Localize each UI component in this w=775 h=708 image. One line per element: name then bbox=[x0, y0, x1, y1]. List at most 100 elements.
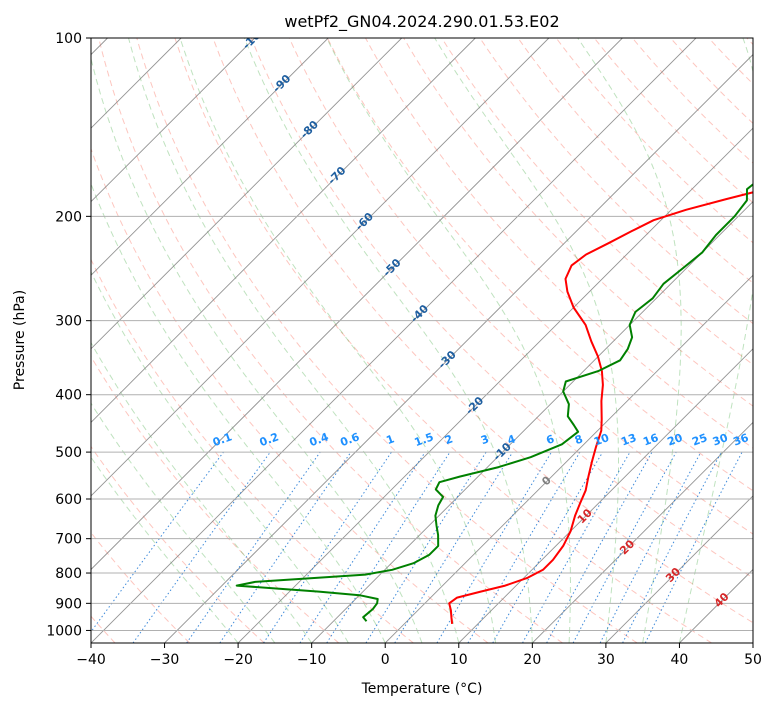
mixing-ratio-label: 0.1 bbox=[211, 430, 234, 449]
dry-adiabat bbox=[91, 147, 489, 643]
mixing-ratio-line bbox=[91, 451, 224, 633]
x-tick-label: 30 bbox=[597, 652, 615, 668]
mixing-ratio-line bbox=[365, 451, 487, 643]
x-tick-label: −40 bbox=[76, 652, 106, 668]
y-tick-label: 400 bbox=[55, 388, 82, 404]
mixing-ratio-label: 16 bbox=[641, 431, 660, 449]
isotherm-label: -80 bbox=[298, 118, 321, 141]
mixing-ratio-label: 0.6 bbox=[338, 430, 361, 449]
mixing-ratio-line bbox=[492, 451, 604, 643]
y-tick-label: 200 bbox=[55, 209, 82, 225]
isotherm-label: -70 bbox=[325, 164, 348, 187]
isotherm bbox=[91, 38, 550, 497]
mixing-ratio-line bbox=[467, 451, 581, 643]
dry-adiabat bbox=[98, 38, 563, 643]
mixing-ratio-label: 20 bbox=[666, 431, 685, 449]
reference-line-labels: -100-90-80-70-60-50-40-30-20-10010203040… bbox=[211, 38, 751, 610]
dry-adiabat bbox=[91, 531, 190, 643]
y-tick-label: 100 bbox=[55, 31, 82, 47]
chart-title: wetPf2_GN04.2024.290.01.53.E02 bbox=[284, 12, 559, 32]
dry-adiabat bbox=[136, 38, 638, 643]
moist-adiabat bbox=[91, 341, 313, 643]
mixing-ratio-label: 36 bbox=[731, 431, 750, 449]
x-tick-label: 10 bbox=[450, 652, 468, 668]
y-axis-ticks: 100 200 300 400 500 600 700 800 900 1000 bbox=[46, 31, 91, 639]
y-tick-label: 600 bbox=[55, 492, 82, 508]
profile-line bbox=[448, 191, 753, 625]
mixing-ratio-label: 13 bbox=[619, 431, 638, 448]
moist-adiabat bbox=[91, 456, 239, 643]
dry-adiabat bbox=[479, 38, 753, 325]
pressure-gridlines bbox=[91, 38, 753, 631]
mixing-ratio-line bbox=[132, 451, 271, 643]
mixing-ratio-label: 1 bbox=[384, 432, 396, 447]
moist-adiabat bbox=[91, 182, 386, 643]
dry-adiabat bbox=[91, 355, 340, 643]
dry-adiabat bbox=[403, 38, 753, 407]
isotherm-label: -90 bbox=[270, 72, 293, 95]
mixing-ratio-line bbox=[522, 451, 631, 643]
isotherm bbox=[605, 495, 753, 643]
dry-adiabat bbox=[632, 38, 753, 164]
dry-adiabat bbox=[670, 38, 753, 125]
x-tick-label: 50 bbox=[744, 652, 762, 668]
mixing-ratio-label: 3 bbox=[479, 432, 491, 447]
moist-adiabat bbox=[179, 38, 497, 643]
y-axis-title: Pressure (hPa) bbox=[12, 290, 28, 390]
plot-frame bbox=[90, 37, 754, 644]
moist-adiabat bbox=[91, 402, 276, 643]
dry-adiabat bbox=[91, 445, 265, 643]
mixing-ratio-line bbox=[644, 451, 743, 643]
moist-adiabat bbox=[577, 38, 682, 643]
x-tick-label: 40 bbox=[671, 652, 689, 668]
y-tick-label: 700 bbox=[55, 532, 82, 548]
mixing-ratio-line bbox=[394, 451, 514, 643]
y-tick-label: 1000 bbox=[46, 623, 82, 639]
isotherm-label: -40 bbox=[408, 302, 431, 325]
profile-line bbox=[235, 183, 753, 622]
mixing-ratio-line bbox=[326, 451, 451, 643]
moist-adiabat bbox=[243, 38, 533, 643]
dry-adiabat bbox=[212, 38, 753, 624]
moist-adiabat bbox=[434, 38, 619, 643]
mixing-ratio-line bbox=[219, 451, 352, 643]
y-tick-label: 500 bbox=[55, 445, 82, 461]
isotherm-label: -30 bbox=[436, 348, 459, 371]
dry-adiabat bbox=[746, 38, 753, 46]
mixing-ratio-label: 2 bbox=[443, 432, 455, 447]
x-tick-label: 20 bbox=[523, 652, 541, 668]
moist-adiabat bbox=[91, 270, 349, 643]
x-axis-title: Temperature (°C) bbox=[361, 681, 483, 697]
mixing-ratio-line bbox=[186, 451, 321, 643]
y-tick-label: 300 bbox=[55, 314, 82, 330]
isotherm bbox=[532, 421, 753, 643]
isotherm bbox=[91, 38, 329, 276]
mixing-ratio-label: 10 bbox=[592, 431, 611, 449]
isotherm bbox=[311, 201, 753, 643]
isotherm bbox=[164, 53, 753, 643]
isotherm bbox=[91, 38, 476, 423]
isotherm bbox=[237, 127, 753, 643]
x-tick-label: −20 bbox=[223, 652, 253, 668]
isotherm bbox=[91, 38, 697, 643]
isotherm bbox=[679, 568, 753, 643]
moist-adiabat bbox=[326, 38, 572, 643]
dry-adiabat bbox=[326, 38, 753, 492]
mixing-ratio-label: 8 bbox=[573, 432, 585, 447]
dry-adiabat bbox=[174, 38, 712, 643]
isotherm bbox=[91, 38, 403, 350]
mixing-ratio-line bbox=[263, 451, 392, 643]
y-tick-label: 800 bbox=[55, 566, 82, 582]
isotherm-label: 40 bbox=[712, 590, 732, 610]
mixing-ratio-label: 0.4 bbox=[308, 430, 331, 449]
dry-adiabat bbox=[91, 258, 414, 643]
dry-adiabat bbox=[517, 38, 753, 284]
isotherm-label: 30 bbox=[663, 565, 683, 585]
mixing-ratio-label: 6 bbox=[544, 432, 556, 447]
profile-lines bbox=[235, 183, 753, 625]
mixing-ratio-line bbox=[546, 451, 653, 643]
mixing-ratio-line bbox=[436, 451, 552, 643]
moist-adiabat bbox=[128, 38, 460, 643]
plot-area: -100-90-80-70-60-50-40-30-20-10010203040… bbox=[91, 38, 753, 643]
